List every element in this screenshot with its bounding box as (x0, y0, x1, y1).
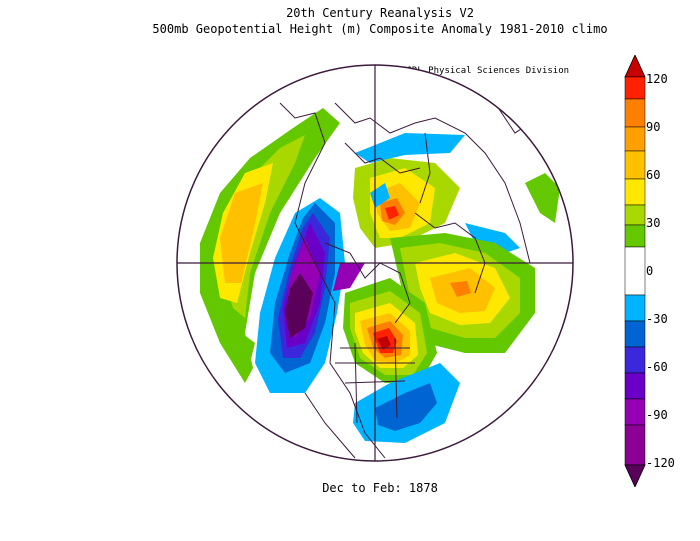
polar-anomaly-map (176, 64, 574, 462)
colorbar (624, 55, 646, 487)
time-period-label: Dec to Feb: 1878 (322, 481, 438, 495)
colorbar-label: -30 (646, 312, 668, 326)
map-subtitle: 500mb Geopotential Height (m) Composite … (152, 22, 608, 36)
colorbar-top-arrow (624, 55, 646, 78)
colorbar-label: 90 (646, 120, 661, 134)
colorbar-label: 0 (646, 264, 654, 278)
pacific-positive-anomaly (200, 108, 340, 383)
colorbar-label: 60 (646, 168, 661, 182)
colorbar-label: -90 (646, 408, 668, 422)
credit-label: NOAA/ESRL Physical Sciences Division (374, 66, 570, 76)
colorbar-label: 120 (646, 72, 668, 86)
map-title: 20th Century Reanalysis V2 (286, 6, 474, 20)
colorbar-label: 30 (646, 216, 661, 230)
colorbar-label: -60 (646, 360, 668, 374)
colorbar-bottom-arrow (624, 464, 646, 487)
colorbar-label: -120 (646, 456, 675, 470)
arctic-negative-anomaly (355, 133, 465, 163)
